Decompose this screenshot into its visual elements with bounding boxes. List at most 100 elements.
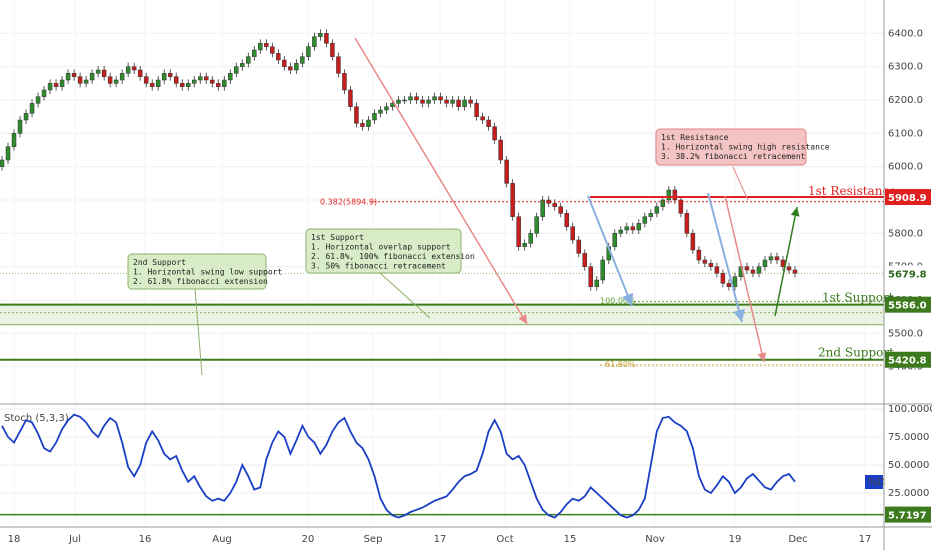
resistance-note-line: 1. Horizontal swing high resistance xyxy=(661,143,830,152)
candle-body xyxy=(198,76,203,81)
support-zone xyxy=(0,303,884,326)
support1-note-line: 1. Horizontal overlap support xyxy=(311,243,451,252)
candle-body xyxy=(252,49,257,57)
candle-body xyxy=(636,223,642,231)
candle-body xyxy=(486,119,491,127)
candle-body xyxy=(11,133,17,147)
candle-body xyxy=(23,113,29,121)
candle-body xyxy=(528,233,533,244)
osc-tick-label: 25.0000 xyxy=(888,488,929,499)
candle-body xyxy=(288,66,293,71)
candle-body xyxy=(65,73,71,81)
support1-note-box xyxy=(305,228,462,274)
support1-note-line: 3. 50% fibonacci retracement xyxy=(311,262,446,271)
osc-grid xyxy=(0,408,884,494)
candle-body xyxy=(366,119,371,127)
candle-body xyxy=(708,263,714,267)
candle-body xyxy=(83,79,89,84)
candle-body xyxy=(408,96,413,101)
candle-body xyxy=(384,106,389,111)
support2-tag-text: 5420.8 xyxy=(888,356,927,367)
candle-body xyxy=(35,96,41,104)
candle-body xyxy=(414,96,419,101)
candle-body xyxy=(113,79,119,84)
candle-body xyxy=(450,99,455,104)
candle-body xyxy=(684,213,690,234)
candle-body xyxy=(348,89,353,107)
price-tick-label: 5500.0 xyxy=(888,328,923,339)
osc-legend-box xyxy=(865,475,883,489)
candle-body xyxy=(354,106,359,124)
candle-body xyxy=(462,99,467,107)
candle-body xyxy=(282,59,287,67)
candle-body xyxy=(768,256,774,261)
candle-body xyxy=(53,83,59,87)
candles xyxy=(0,29,798,291)
candle-body xyxy=(780,259,786,267)
candle-body xyxy=(402,99,407,102)
resistance-tag xyxy=(885,189,931,206)
price-tick-label: 6200.0 xyxy=(888,95,923,106)
candle-body xyxy=(492,126,497,141)
candle-body xyxy=(480,116,485,121)
osc-tick-label: 100.0000 xyxy=(888,404,932,415)
candle-body xyxy=(792,269,798,274)
candle-body xyxy=(179,83,185,87)
support1-label: 1st Support xyxy=(822,291,894,305)
candle-body xyxy=(125,66,131,74)
time-tick-label: Jul xyxy=(68,534,81,545)
candle-body xyxy=(47,83,53,91)
candle-body xyxy=(600,259,606,281)
candle-body xyxy=(690,233,696,251)
candle-body xyxy=(426,99,431,104)
arrow-blue-1 xyxy=(587,195,634,307)
candle-body xyxy=(204,76,209,81)
time-tick-label: Sep xyxy=(364,534,383,545)
support2-note-line: 1. Horizontal swing low support xyxy=(133,268,282,277)
candle-body xyxy=(71,73,77,77)
candle-body xyxy=(498,139,503,161)
candle-body xyxy=(456,99,461,107)
candle-body xyxy=(594,279,599,287)
support2-pointer xyxy=(194,288,203,376)
time-tick-label: 17 xyxy=(434,534,447,545)
arrow-red-2 xyxy=(724,195,767,363)
candle-body xyxy=(762,259,768,267)
candle-body xyxy=(149,83,155,87)
osc-title: Stoch (5,3,3) xyxy=(4,413,69,424)
candle-body xyxy=(720,273,726,284)
candle-body xyxy=(300,56,305,64)
candle-body xyxy=(101,69,107,77)
candle-body xyxy=(330,43,335,57)
candle-body xyxy=(210,79,215,84)
price-tick-label: 6000.0 xyxy=(888,162,923,173)
arrow-blue-2 xyxy=(707,192,745,323)
candle-body xyxy=(504,159,509,184)
candle-body xyxy=(167,73,173,77)
candle-body xyxy=(516,216,521,247)
candle-body xyxy=(119,73,125,81)
candle-body xyxy=(216,83,221,87)
candle-body xyxy=(342,73,347,91)
candle-body xyxy=(137,69,143,77)
candle-body xyxy=(258,43,263,51)
time-tick-label: Oct xyxy=(496,534,513,545)
last-price-tag xyxy=(885,265,931,282)
candle-body xyxy=(294,63,299,71)
candle-body xyxy=(540,199,545,217)
candle-body xyxy=(161,73,167,81)
candle-body xyxy=(648,213,654,217)
resistance-note-line: 3. 38.2% fibonacci retracement xyxy=(661,152,806,161)
candle-body xyxy=(558,206,563,214)
candle-body xyxy=(750,269,756,274)
candle-body xyxy=(654,206,660,214)
candle-body xyxy=(372,113,377,121)
osc-line xyxy=(1,413,796,519)
candle-body xyxy=(155,79,161,87)
candle-body xyxy=(474,103,479,117)
candle-body xyxy=(744,266,750,271)
candle-body xyxy=(77,76,83,84)
candle-body xyxy=(234,66,239,74)
candle-body xyxy=(95,69,101,74)
